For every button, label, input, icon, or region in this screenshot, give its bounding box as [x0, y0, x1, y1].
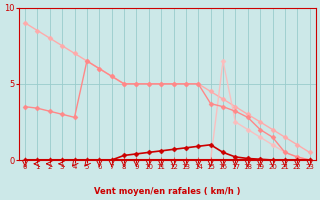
X-axis label: Vent moyen/en rafales ( km/h ): Vent moyen/en rafales ( km/h ): [94, 187, 241, 196]
